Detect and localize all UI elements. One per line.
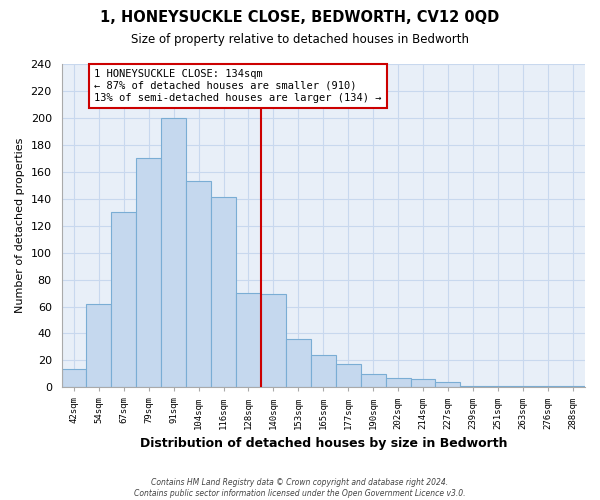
Bar [410, 380, 436, 388]
Bar [136, 158, 161, 388]
Bar [186, 181, 211, 388]
Bar [62, 368, 86, 388]
Bar [436, 382, 460, 388]
Bar [161, 118, 186, 388]
Bar [86, 304, 112, 388]
Bar [361, 374, 386, 388]
Text: Contains HM Land Registry data © Crown copyright and database right 2024.
Contai: Contains HM Land Registry data © Crown c… [134, 478, 466, 498]
Bar [485, 386, 510, 388]
Bar [286, 339, 311, 388]
Bar [386, 378, 410, 388]
X-axis label: Distribution of detached houses by size in Bedworth: Distribution of detached houses by size … [140, 437, 507, 450]
Bar [510, 386, 535, 388]
Bar [460, 386, 485, 388]
Bar [211, 198, 236, 388]
Bar [236, 293, 261, 388]
Bar [535, 386, 560, 388]
Bar [336, 364, 361, 388]
Y-axis label: Number of detached properties: Number of detached properties [15, 138, 25, 314]
Text: 1 HONEYSUCKLE CLOSE: 134sqm
← 87% of detached houses are smaller (910)
13% of se: 1 HONEYSUCKLE CLOSE: 134sqm ← 87% of det… [94, 70, 382, 102]
Bar [311, 355, 336, 388]
Bar [112, 212, 136, 388]
Text: Size of property relative to detached houses in Bedworth: Size of property relative to detached ho… [131, 32, 469, 46]
Bar [261, 294, 286, 388]
Bar [560, 386, 585, 388]
Text: 1, HONEYSUCKLE CLOSE, BEDWORTH, CV12 0QD: 1, HONEYSUCKLE CLOSE, BEDWORTH, CV12 0QD [100, 10, 500, 25]
